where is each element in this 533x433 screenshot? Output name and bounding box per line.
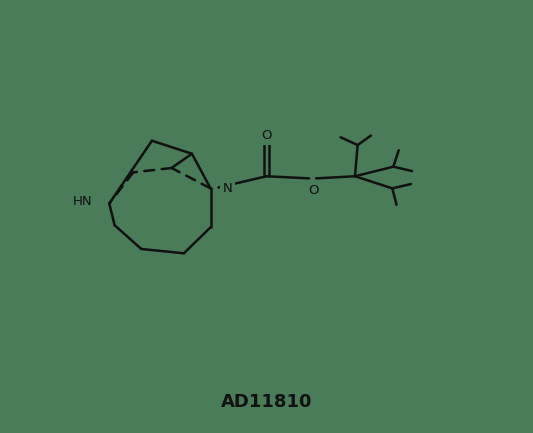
Text: AD11810: AD11810 [221,393,312,411]
Text: O: O [261,129,272,142]
Text: O: O [308,184,319,197]
Text: N: N [222,182,232,195]
Text: HN: HN [72,195,92,208]
